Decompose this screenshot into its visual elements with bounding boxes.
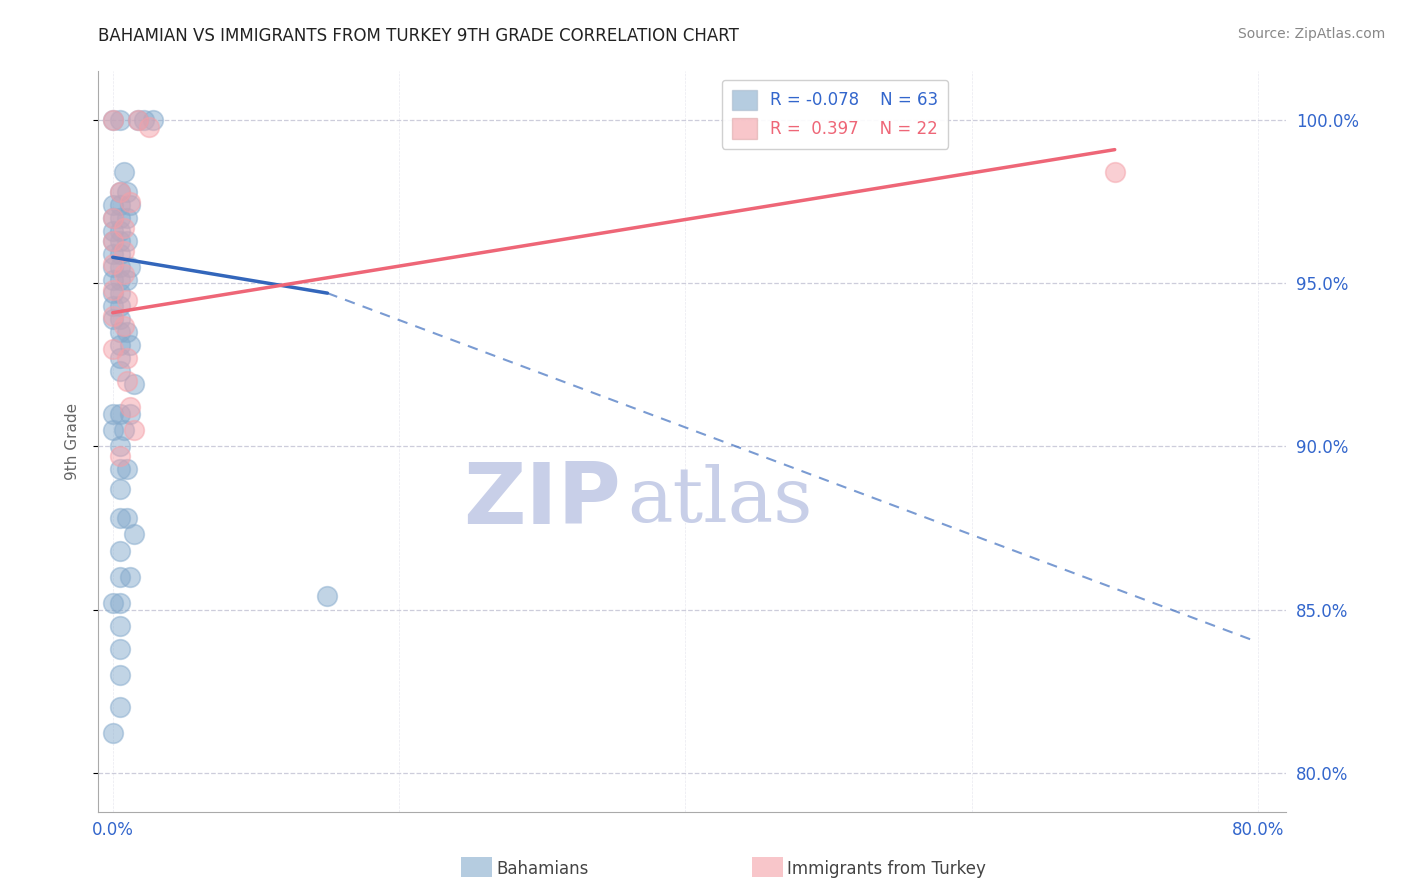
Point [134,113,156,128]
Point [316,590,339,604]
Point [128,113,150,128]
Point [108,299,131,313]
Point [108,511,131,525]
Point [115,351,138,366]
Point [108,543,131,558]
Point [112,221,135,235]
Point [1104,165,1126,179]
Point [115,273,138,287]
Point [115,374,138,388]
Point [108,407,131,421]
Point [108,224,131,238]
Point [108,439,131,453]
Point [108,247,131,261]
Point [115,511,138,525]
Point [108,482,131,496]
Point [101,257,124,271]
Point [101,273,124,287]
Point [101,309,124,323]
Point [101,342,124,356]
Point [101,247,124,261]
Point [101,423,124,437]
Text: atlas: atlas [627,464,813,538]
Point [108,273,131,287]
Point [108,596,131,610]
Text: ZIP: ZIP [464,459,621,542]
Point [128,113,150,128]
Point [108,185,131,199]
Point [112,318,135,333]
Point [108,570,131,584]
Point [108,312,131,326]
Point [108,449,131,463]
Point [108,462,131,476]
Point [108,338,131,352]
Point [101,198,124,212]
Point [115,462,138,476]
Point [108,667,131,681]
Point [108,234,131,248]
Point [101,312,124,326]
Point [108,185,131,199]
Legend: R = -0.078    N = 63, R =  0.397    N = 22: R = -0.078 N = 63, R = 0.397 N = 22 [721,79,948,149]
Point [115,234,138,248]
Point [138,120,160,134]
Point [101,211,124,226]
Point [122,423,145,437]
Text: BAHAMIAN VS IMMIGRANTS FROM TURKEY 9TH GRADE CORRELATION CHART: BAHAMIAN VS IMMIGRANTS FROM TURKEY 9TH G… [98,27,740,45]
Point [118,338,141,352]
Point [115,326,138,340]
Point [108,198,131,212]
Y-axis label: 9th Grade: 9th Grade [65,403,80,480]
Point [108,211,131,226]
Point [108,351,131,366]
Point [101,596,124,610]
Point [142,113,165,128]
Point [101,726,124,740]
Point [115,185,138,199]
Point [118,407,141,421]
Point [101,299,124,313]
Point [101,283,124,297]
Point [108,641,131,656]
Point [115,211,138,226]
Point [101,234,124,248]
Point [101,286,124,301]
Point [101,260,124,274]
Point [108,700,131,714]
Point [101,113,124,128]
Point [101,224,124,238]
Point [108,326,131,340]
Text: Immigrants from Turkey: Immigrants from Turkey [787,860,986,878]
Text: Bahamians: Bahamians [496,860,589,878]
Point [108,113,131,128]
Point [108,364,131,378]
Point [118,198,141,212]
Point [112,267,135,281]
Point [118,401,141,415]
Point [118,260,141,274]
Point [108,260,131,274]
Point [115,293,138,307]
Point [112,423,135,437]
Point [101,113,124,128]
Text: Source: ZipAtlas.com: Source: ZipAtlas.com [1237,27,1385,41]
Point [112,165,135,179]
Point [108,286,131,301]
Point [101,211,124,226]
Point [118,570,141,584]
Point [122,527,145,541]
Point [112,244,135,258]
Point [122,377,145,392]
Point [101,407,124,421]
Point [101,234,124,248]
Point [118,194,141,209]
Point [108,619,131,633]
